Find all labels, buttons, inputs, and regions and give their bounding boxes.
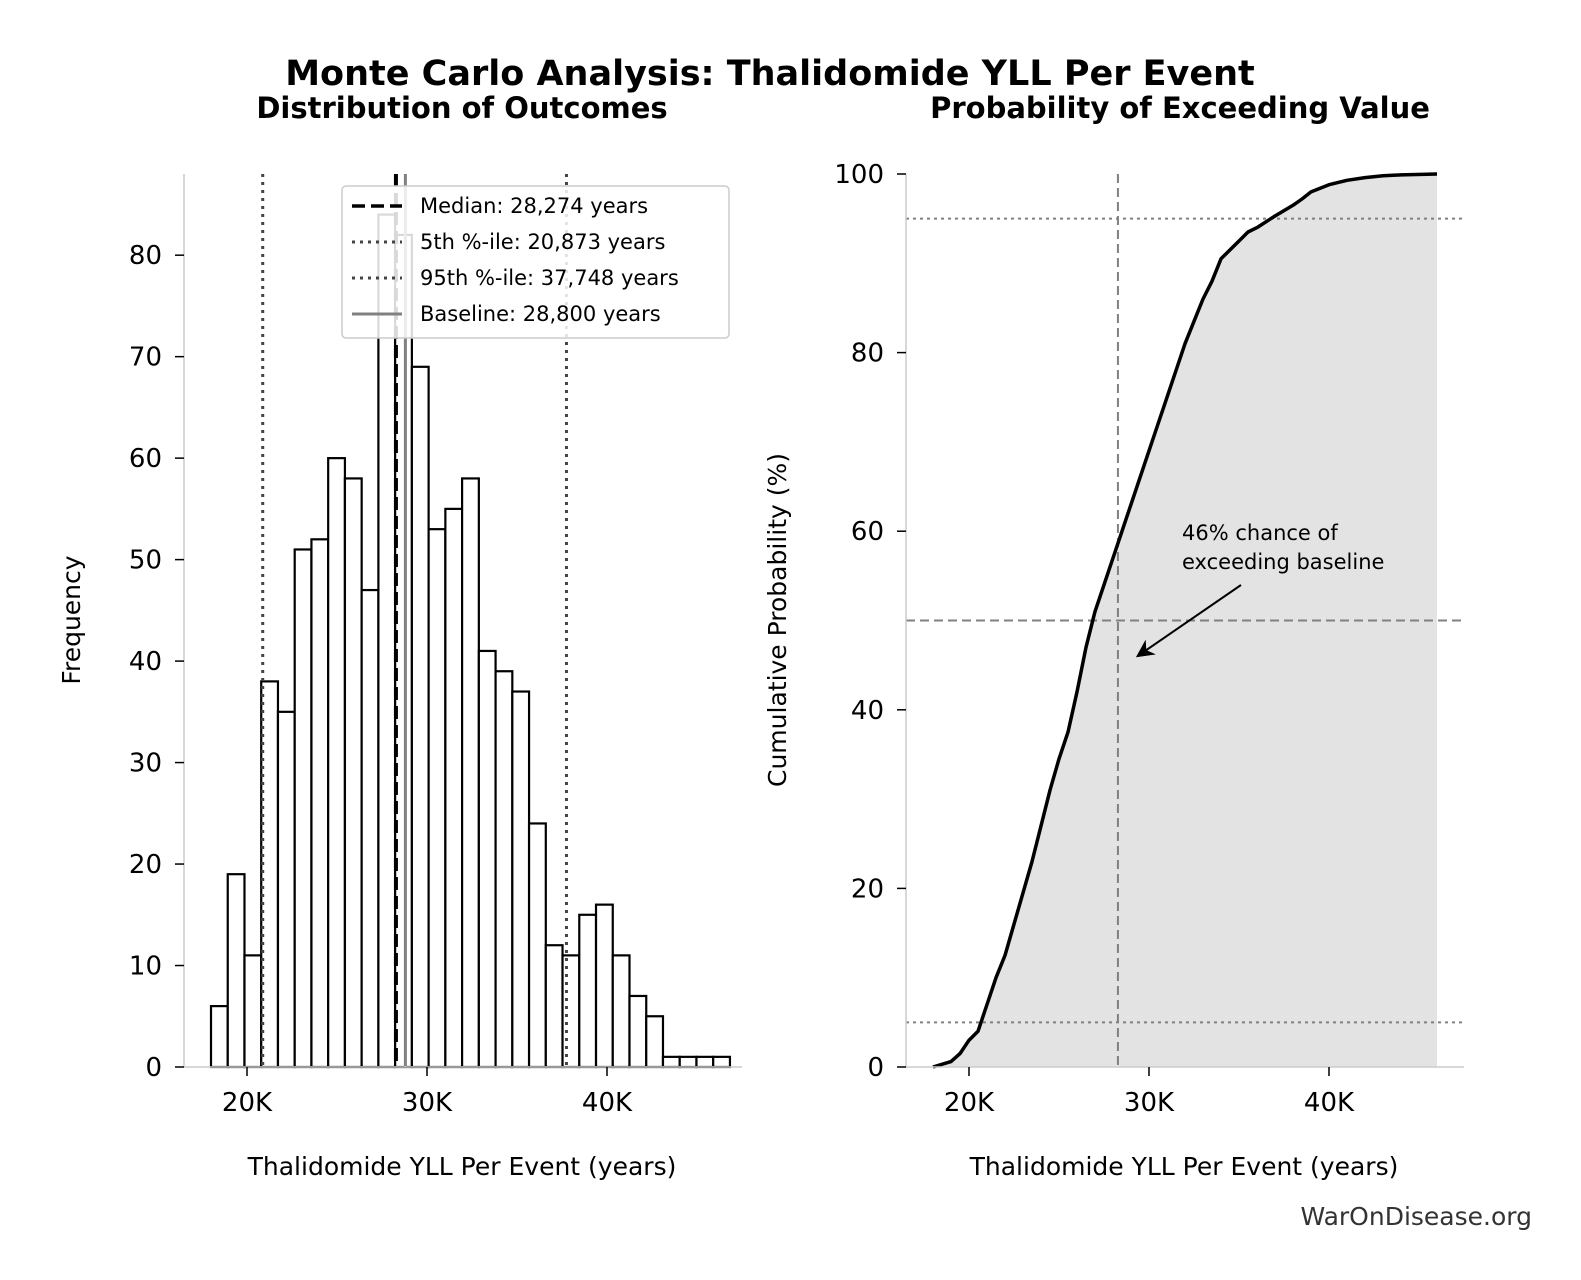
histogram-bar (561, 954, 581, 1069)
y-tick-label: 60 (851, 517, 884, 547)
histogram-bar (494, 670, 514, 1069)
histogram-bar (327, 457, 347, 1069)
legend-frame (341, 185, 730, 339)
y-tick-label: 80 (851, 339, 884, 369)
histogram-bar (427, 528, 447, 1069)
figure-title: Monte Carlo Analysis: Thalidomide YLL Pe… (285, 54, 1255, 94)
x-tick-label: 30K (402, 1088, 453, 1118)
x-tick-label: 30K (1124, 1088, 1175, 1118)
y-tick-label: 40 (129, 647, 162, 677)
histogram-bar (678, 1055, 698, 1069)
histogram-bar (544, 944, 564, 1069)
histogram-y-ticks: 0 10 20 30 40 50 60 70 80 (129, 241, 184, 1083)
annotation-arrow (1135, 584, 1242, 658)
histogram-bar (444, 507, 464, 1069)
legend-item-median: Median: 28,274 years (420, 194, 648, 218)
histogram-bar (611, 954, 631, 1069)
y-tick-label: 40 (851, 696, 884, 726)
annotation-line-2: exceeding baseline (1182, 550, 1384, 574)
histogram-y-axis-label: Frequency (57, 555, 86, 684)
cdf-title: Probability of Exceeding Value (930, 91, 1430, 125)
histogram-bar (645, 1015, 665, 1069)
histogram-bars (209, 213, 732, 1069)
y-tick-label: 20 (129, 850, 162, 880)
y-tick-label: 30 (129, 749, 162, 779)
histogram-bar (477, 649, 497, 1069)
histogram-bar (661, 1055, 681, 1069)
histogram-bar (377, 213, 397, 1069)
y-tick-label: 50 (129, 546, 162, 576)
histogram-bar (310, 538, 330, 1069)
cdf-y-axis-label: Cumulative Probability (%) (763, 453, 792, 787)
histogram-bar (695, 1055, 715, 1069)
x-tick-label: 40K (1304, 1088, 1355, 1118)
x-tick-label: 40K (582, 1088, 633, 1118)
histogram-title: Distribution of Outcomes (256, 91, 667, 125)
cdf-reference-lines (906, 174, 1464, 1067)
histogram-panel: Distribution of Outcomes 0 10 20 30 40 50 60 70… (57, 91, 742, 1181)
legend-item-p95: 95th %-ile: 37,748 years (420, 266, 679, 290)
histogram-legend: Median: 28,274 years 5th %-ile: 20,873 y… (341, 185, 730, 339)
watermark: WarOnDisease.org (1300, 1202, 1532, 1231)
y-tick-label: 0 (867, 1053, 884, 1083)
cdf-annotation: 46% chance of exceeding baseline (1135, 521, 1384, 658)
histogram-bar (461, 477, 480, 1069)
y-tick-label: 0 (145, 1053, 162, 1083)
histogram-bar (260, 680, 280, 1069)
cdf-area-fill (933, 174, 1437, 1067)
y-tick-label: 20 (851, 874, 884, 904)
histogram-bar (628, 994, 648, 1069)
cdf-x-ticks: 20K 30K 40K (944, 1067, 1355, 1118)
histogram-bar (243, 954, 263, 1069)
x-tick-label: 20K (944, 1088, 995, 1118)
histogram-x-ticks: 20K 30K 40K (222, 1067, 633, 1118)
legend-item-baseline: Baseline: 28,800 years (420, 302, 661, 326)
y-tick-label: 10 (129, 952, 162, 982)
histogram-bar (293, 548, 313, 1069)
y-tick-label: 70 (129, 343, 162, 373)
histogram-bar (343, 477, 363, 1069)
histogram-bar (527, 822, 547, 1069)
cdf-panel: Probability of Exceeding Value 0 20 40 60 80… (763, 91, 1464, 1181)
cdf-curve (932, 172, 1438, 1069)
legend-item-p5: 5th %-ile: 20,873 years (420, 230, 665, 254)
y-tick-label: 100 (834, 160, 884, 190)
histogram-bar (276, 710, 296, 1069)
histogram-bar (209, 1005, 229, 1069)
cdf-y-ticks: 0 20 40 60 80 100 (834, 160, 906, 1083)
histogram-bar (594, 903, 614, 1069)
histogram-x-axis-label: Thalidomide YLL Per Event (years) (247, 1152, 677, 1181)
histogram-bar (410, 365, 430, 1069)
histogram-bar (712, 1055, 732, 1069)
histogram-bar (578, 913, 598, 1069)
histogram-bar (360, 588, 380, 1069)
cdf-x-axis-label: Thalidomide YLL Per Event (years) (969, 1152, 1399, 1181)
x-tick-label: 20K (222, 1088, 273, 1118)
histogram-bar (511, 690, 531, 1069)
y-tick-label: 60 (129, 444, 162, 474)
y-tick-label: 80 (129, 241, 162, 271)
histogram-bar (226, 873, 246, 1069)
annotation-line-1: 46% chance of (1182, 521, 1338, 545)
